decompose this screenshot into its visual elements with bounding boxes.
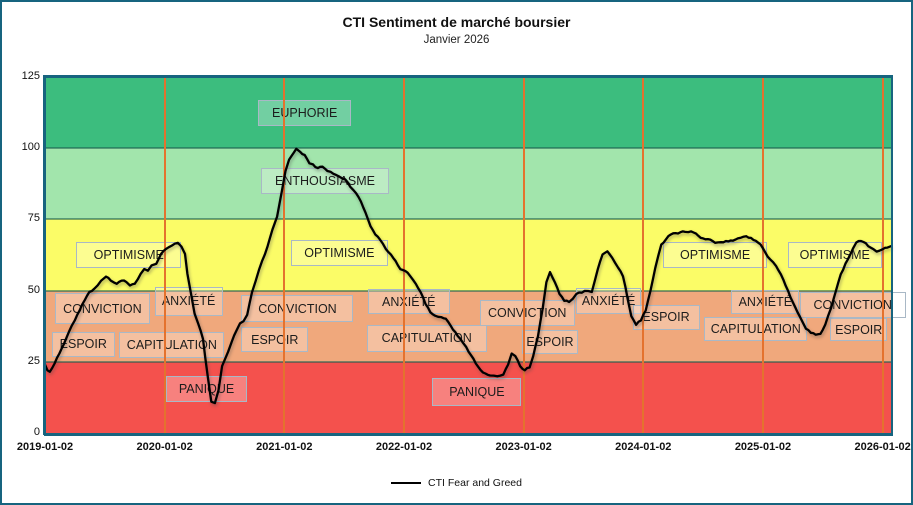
x-tick-label: 2025-01-02 [734, 441, 792, 453]
band-boundary-line [45, 147, 891, 150]
y-tick-label: 100 [21, 141, 40, 154]
y-tick-label: 0 [33, 426, 40, 438]
band-boundary-line [45, 289, 891, 292]
year-gridline [402, 77, 405, 433]
zone-label: ESPOIR [521, 329, 578, 354]
band-enthousiasme [45, 148, 891, 220]
zone-label: OPTIMISME [663, 242, 768, 268]
zone-label: CAPITULATION [119, 331, 225, 358]
year-gridline [761, 77, 764, 433]
plot-border [44, 433, 893, 436]
band-boundary-line [45, 218, 891, 221]
x-tick-label: 2021-01-02 [256, 441, 313, 453]
zone-label: CONVICTION [479, 300, 575, 327]
x-tick-label: 2023-01-02 [495, 441, 552, 453]
zone-label: PANIQUE [166, 375, 248, 402]
sentiment-line-series [45, 147, 891, 405]
legend-line-marker [391, 482, 422, 484]
sentiment-line-path [45, 147, 891, 405]
y-tick-label: 25 [27, 354, 40, 367]
zone-label: ESPOIR [830, 318, 888, 342]
zone-label: ANXIÉTÉ [731, 289, 800, 314]
chart-subtitle: Janvier 2026 [423, 34, 490, 46]
year-gridline [163, 77, 166, 433]
band-panique [45, 361, 891, 433]
zone-label: ESPOIR [241, 327, 309, 353]
chart-legend: CTI Fear and Greed [2, 477, 911, 489]
band-euphorie [45, 77, 891, 149]
year-gridline [881, 77, 884, 433]
zone-label: PANIQUE [432, 377, 522, 406]
x-tick-label: 2020-01-02 [136, 441, 193, 453]
band-boundary-line [45, 360, 891, 363]
y-tick-label: 125 [21, 70, 40, 82]
zone-label: CONVICTION [241, 295, 354, 323]
year-gridline [283, 77, 286, 433]
year-gridline [522, 77, 525, 433]
zone-label: OPTIMISME [787, 242, 882, 268]
x-tick-label: 2026-01-02 [854, 441, 911, 453]
zone-label: ANXIÉTÉ [367, 289, 450, 315]
zone-label: ANXIÉTÉ [154, 286, 223, 316]
legend-label: CTI Fear and Greed [428, 477, 522, 489]
zone-label: ESPOIR [51, 331, 115, 357]
axis-line [891, 75, 893, 435]
zone-label: EUPHORIE [258, 99, 352, 126]
plot-border [44, 75, 893, 78]
x-tick-label: 2019-01-02 [16, 441, 74, 453]
year-gridline [642, 77, 645, 433]
y-tick-label: 50 [27, 283, 40, 296]
zone-label: OPTIMISME [290, 240, 388, 266]
x-tick-label: 2024-01-02 [615, 441, 672, 453]
chart-title: CTI Sentiment de marché boursier [342, 14, 571, 30]
y-tick-label: 75 [27, 212, 40, 225]
x-tick-label: 2022-01-02 [375, 441, 433, 453]
axis-line [43, 75, 46, 435]
